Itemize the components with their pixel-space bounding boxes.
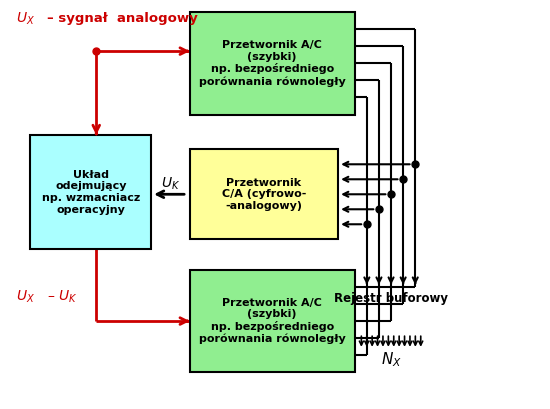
Text: $U_X$: $U_X$ xyxy=(16,10,36,27)
FancyBboxPatch shape xyxy=(30,135,151,249)
Text: Układ
odejmujący
np. wzmacniacz
operacyjny: Układ odejmujący np. wzmacniacz operacyj… xyxy=(42,170,140,215)
Text: Przetwornik
C/A (cyfrowo-
-analogowy): Przetwornik C/A (cyfrowo- -analogowy) xyxy=(222,178,306,211)
Text: $U_K$: $U_K$ xyxy=(161,176,180,192)
Text: – sygnał  analogowy: – sygnał analogowy xyxy=(47,12,197,25)
Text: $N_X$: $N_X$ xyxy=(381,351,402,369)
Text: – $U_K$: – $U_K$ xyxy=(47,288,78,305)
Text: Przetwornik A/C
(szybki)
np. bezpośredniego
porównania równoległy: Przetwornik A/C (szybki) np. bezpośredni… xyxy=(199,40,345,87)
Text: Przetwornik A/C
(szybki)
np. bezpośredniego
porównania równoległy: Przetwornik A/C (szybki) np. bezpośredni… xyxy=(199,298,345,344)
FancyBboxPatch shape xyxy=(190,270,355,372)
Text: $U_X$: $U_X$ xyxy=(16,288,36,305)
FancyBboxPatch shape xyxy=(190,149,338,239)
Text: Rejestr buforowy: Rejestr buforowy xyxy=(334,292,448,306)
FancyBboxPatch shape xyxy=(190,12,355,115)
